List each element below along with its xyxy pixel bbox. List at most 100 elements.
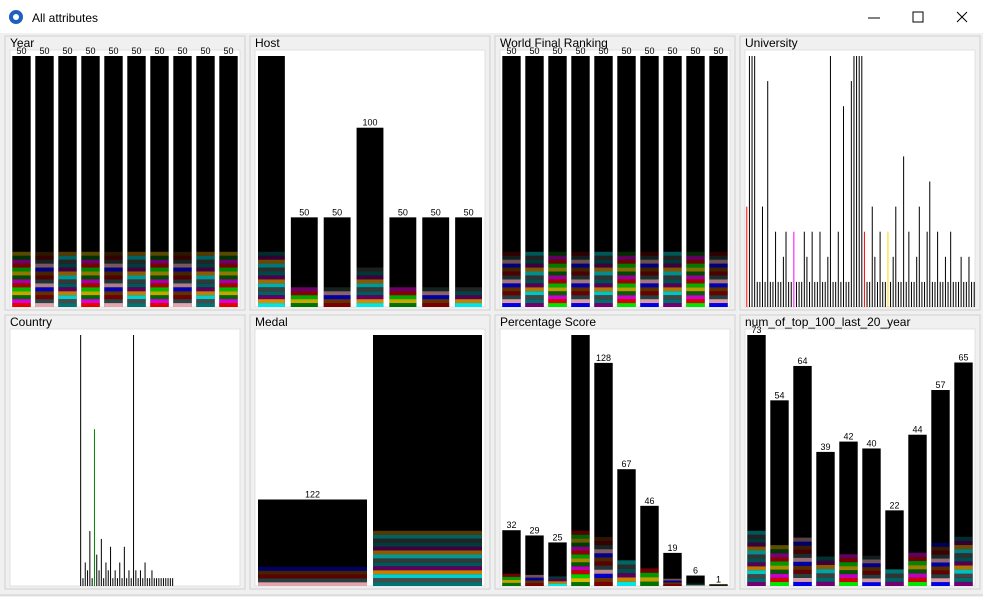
- bar-stripe: [594, 557, 612, 561]
- bar-stripe: [931, 547, 949, 551]
- bar-stripe: [594, 256, 612, 260]
- bar-stripe: [104, 256, 122, 260]
- bar-stripe: [571, 539, 589, 543]
- bar-stripe: [35, 272, 53, 276]
- value-label: 40: [866, 438, 876, 448]
- bar-stripe: [291, 295, 318, 299]
- bar-stripe: [548, 275, 566, 279]
- value-label: 50: [598, 46, 608, 56]
- bar-stripe: [747, 554, 765, 558]
- bar-stripe: [770, 561, 788, 565]
- count-line: [778, 282, 779, 307]
- bar-stripe: [127, 260, 145, 264]
- bar-stripe: [127, 268, 145, 272]
- bar-stripe: [12, 279, 30, 283]
- bar-stripe: [81, 303, 99, 307]
- bar-stripe: [258, 578, 367, 582]
- bar-stripe: [640, 268, 658, 272]
- bar-stripe: [258, 299, 285, 303]
- bar-stripe: [908, 561, 926, 565]
- bar-stripe: [258, 287, 285, 291]
- bar-stripe: [35, 287, 53, 291]
- bar-stripe: [35, 299, 53, 303]
- bar-stripe: [219, 279, 237, 283]
- bar-stripe: [502, 252, 520, 256]
- bar-stripe: [548, 584, 566, 586]
- bar-stripe: [594, 537, 612, 541]
- bar-stripe: [525, 575, 543, 578]
- bar-stripe: [770, 549, 788, 553]
- bar-stripe: [258, 260, 285, 264]
- bar-stripe: [373, 562, 482, 566]
- bar-stripe: [104, 295, 122, 299]
- bar-stripe: [455, 303, 482, 307]
- bar-stripe: [686, 268, 704, 272]
- bar-stripe: [908, 578, 926, 582]
- bar-stripe: [885, 582, 903, 586]
- bar-stripe: [816, 573, 834, 577]
- bar-stripe: [839, 582, 857, 586]
- value-label: 29: [529, 525, 539, 535]
- bar-stripe: [747, 551, 765, 555]
- bar-stripe: [571, 547, 589, 551]
- bar-stripe: [686, 272, 704, 276]
- bar-stripe: [127, 279, 145, 283]
- bar-stripe: [373, 582, 482, 586]
- bar-stripe: [219, 256, 237, 260]
- bar-stripe: [594, 268, 612, 272]
- bar-stripe: [571, 531, 589, 535]
- bar-stripe: [862, 560, 880, 564]
- bar-stripe: [502, 299, 520, 303]
- bar-stripe: [954, 549, 972, 553]
- bar-stripe: [81, 252, 99, 256]
- bar-stripe: [686, 585, 704, 586]
- bar-stripe: [686, 275, 704, 279]
- bar-stripe: [793, 542, 811, 546]
- bar-stripe: [686, 264, 704, 268]
- bar-stripe: [594, 541, 612, 545]
- bar-stripe: [196, 256, 214, 260]
- bar-stripe: [571, 566, 589, 570]
- value-label: 50: [223, 46, 233, 56]
- count-line: [809, 282, 810, 307]
- value-label: 50: [177, 46, 187, 56]
- panel-title: University: [745, 36, 798, 50]
- bar-stripe: [594, 549, 612, 553]
- bar-stripe: [571, 260, 589, 264]
- bar-stripe: [196, 283, 214, 287]
- bar-stripe: [816, 561, 834, 565]
- value-label: 100: [362, 118, 377, 128]
- bar-stripe: [502, 295, 520, 299]
- value-label: 50: [644, 46, 654, 56]
- bar-stripe: [291, 291, 318, 295]
- bar-stripe: [525, 283, 543, 287]
- bar-stripe: [548, 268, 566, 272]
- bar-stripe: [258, 582, 367, 586]
- bar-stripe: [12, 295, 30, 299]
- bar-stripe: [196, 272, 214, 276]
- bar-stripe: [617, 264, 635, 268]
- bar-stripe: [81, 283, 99, 287]
- bar-stripe: [594, 275, 612, 279]
- value-label: 1: [716, 574, 721, 584]
- bar-stripe: [571, 275, 589, 279]
- bar-stripe: [196, 275, 214, 279]
- bar-stripe: [617, 295, 635, 299]
- bar-stripe: [709, 260, 727, 264]
- bar-stripe: [291, 287, 318, 291]
- bar-stripe: [258, 256, 285, 260]
- bar-stripe: [219, 303, 237, 307]
- bar-stripe: [127, 264, 145, 268]
- bar-stripe: [747, 574, 765, 578]
- count-line: [942, 282, 943, 307]
- bar-stripe: [954, 570, 972, 574]
- bar-stripe: [954, 537, 972, 541]
- count-line: [882, 282, 883, 307]
- bar-stripe: [862, 578, 880, 582]
- count-line: [128, 570, 129, 586]
- bar-stripe: [219, 299, 237, 303]
- bar-stripe: [548, 299, 566, 303]
- bar-stripe: [571, 299, 589, 303]
- bar-stripe: [908, 569, 926, 573]
